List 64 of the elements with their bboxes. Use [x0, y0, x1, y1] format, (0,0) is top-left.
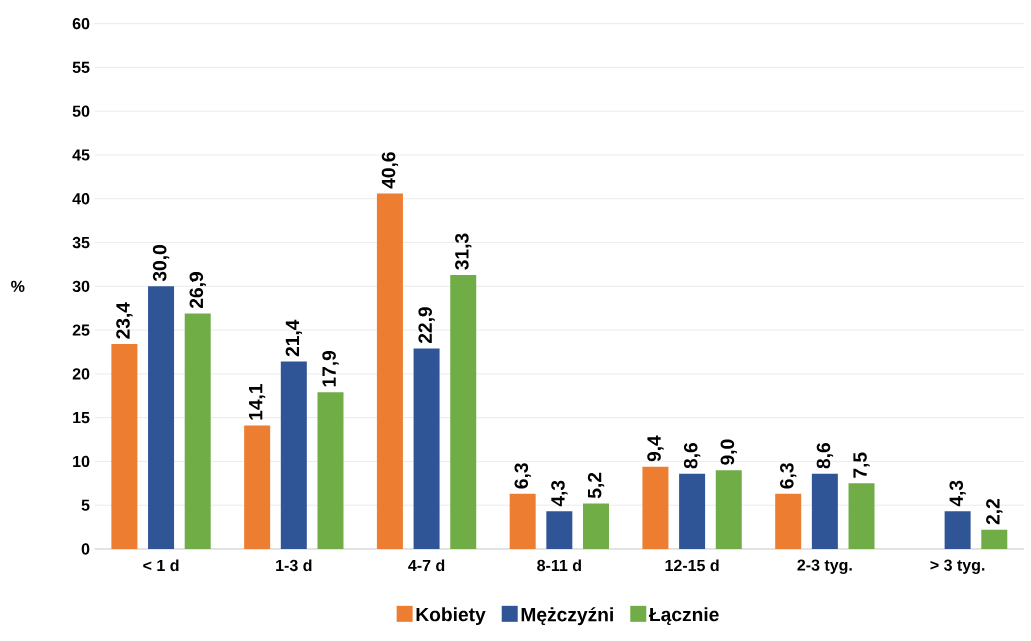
bar [642, 466, 669, 549]
y-axis-title: % [11, 280, 25, 292]
bar [148, 286, 175, 549]
y-tick-label: 5 [81, 499, 90, 511]
bar [509, 493, 536, 549]
bar [848, 483, 875, 549]
y-tick-label: 0 [81, 543, 90, 555]
bar [413, 348, 440, 549]
data-label: 8,6 [683, 442, 701, 469]
data-label: 14,1 [249, 383, 266, 420]
data-label: 40,6 [381, 152, 399, 189]
x-tick-label: 4-7 d [408, 559, 445, 572]
y-tick-label: 55 [72, 61, 90, 74]
data-label: 31,3 [455, 233, 472, 270]
bar [715, 470, 742, 549]
legend-label: Mężczyźni [521, 607, 613, 626]
data-label: 2,2 [986, 499, 1003, 525]
bar [775, 493, 802, 549]
y-tick-label: 60 [72, 18, 90, 30]
data-label: 5,2 [587, 472, 605, 499]
y-tick-label: 25 [72, 324, 90, 336]
data-label: 9,4 [647, 435, 664, 462]
data-label: 30,0 [152, 245, 170, 282]
y-tick-label: 50 [72, 105, 90, 117]
legend-label: Łącznie [648, 607, 719, 626]
bar [280, 361, 307, 549]
bar [583, 503, 609, 549]
data-label: 4,3 [551, 480, 568, 507]
data-label: 23,4 [116, 302, 133, 339]
y-tick-label: 30 [72, 280, 90, 293]
data-label: 8,6 [816, 442, 834, 469]
legend-label: Kobiety [416, 607, 486, 626]
bar [111, 344, 138, 549]
data-label: 6,3 [780, 463, 797, 489]
bar [981, 529, 1008, 549]
y-tick-label: 15 [73, 412, 90, 424]
x-tick-label: < 1 d [143, 559, 179, 572]
bar [184, 313, 211, 549]
y-tick-label: 40 [72, 193, 90, 205]
bar [244, 425, 271, 549]
y-tick-label: 10 [73, 455, 90, 468]
x-tick-label: 8-11 d [537, 559, 581, 572]
x-tick-label: 12-15 d [665, 559, 719, 572]
bar [450, 274, 477, 549]
y-tick-label: 20 [72, 368, 90, 380]
bar [317, 392, 344, 549]
x-tick-label: > 3 tyg. [930, 559, 985, 574]
data-label: 6,3 [514, 463, 531, 489]
bar [811, 473, 838, 549]
data-label: 7,5 [853, 452, 870, 478]
data-label: 21,4 [285, 319, 302, 357]
x-tick-label: 2-3 tyg. [797, 559, 852, 574]
bar [944, 511, 971, 549]
bar [679, 473, 706, 549]
bar [546, 511, 573, 549]
data-label: 26,9 [189, 272, 206, 309]
bar [376, 193, 403, 549]
data-label: 9,0 [720, 439, 737, 465]
data-label: 22,9 [418, 307, 435, 344]
data-label: 17,9 [322, 350, 339, 387]
x-tick-label: 1-3 d [276, 559, 312, 572]
y-tick-label: 45 [72, 149, 90, 161]
data-label: 4,3 [949, 480, 966, 507]
y-tick-label: 35 [72, 236, 90, 249]
